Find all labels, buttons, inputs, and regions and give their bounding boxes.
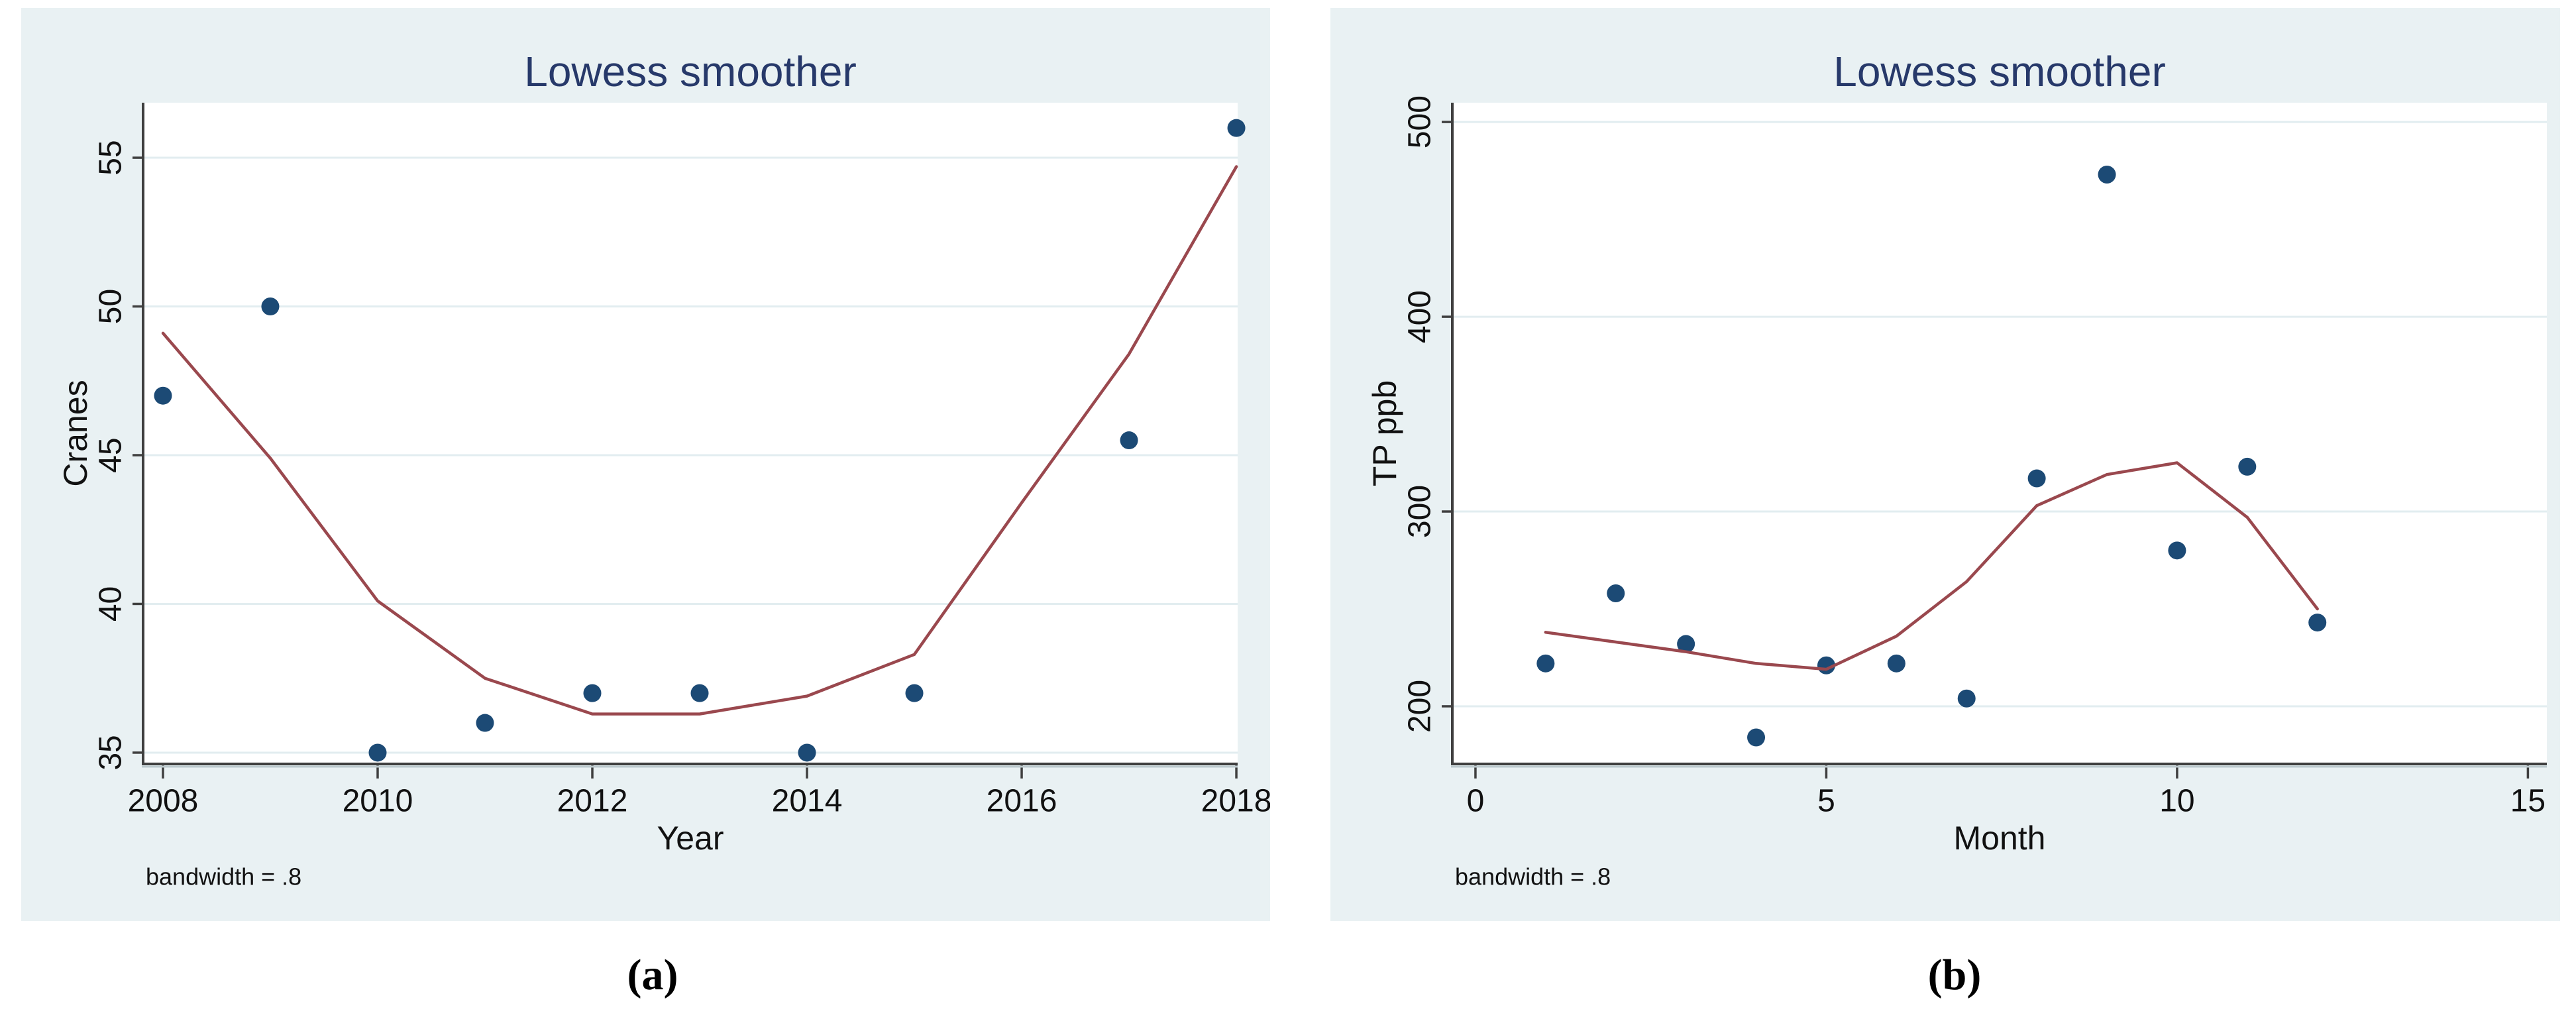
scatter-point: [798, 743, 816, 762]
scatter-point: [154, 386, 172, 405]
scatter-point: [476, 714, 494, 732]
scatter-point: [2168, 541, 2186, 560]
y-tick-label: 200: [1403, 680, 1438, 733]
scatter-point: [1957, 689, 1976, 708]
scatter-point: [1887, 654, 1905, 673]
x-tick-label: 5: [1817, 784, 1835, 819]
y-tick-label: 40: [93, 586, 129, 621]
scatter-point: [2238, 457, 2257, 476]
plot-area: [1452, 103, 2547, 764]
x-axis-title: Year: [657, 820, 724, 857]
caption-b: (b): [1927, 951, 1982, 999]
scatter-point: [905, 684, 924, 702]
x-tick-label: 2010: [343, 784, 413, 819]
chart-b-lowess-tp: 200 300 400 500 0 5 10 15 Lowess smoother TP ppb M…: [1366, 48, 2547, 890]
x-axis-title: Month: [1954, 820, 2046, 857]
bandwidth-note: bandwidth = .8: [1455, 863, 1611, 890]
x-tick-label: 0: [1467, 784, 1485, 819]
scatter-point: [261, 297, 280, 316]
x-tick-label: 2018: [1201, 784, 1270, 819]
scatter-point: [1747, 728, 1766, 747]
scatter-point: [2308, 614, 2327, 632]
scatter-point: [368, 743, 387, 762]
scatter-point: [583, 684, 602, 702]
chart-title: Lowess smoother: [524, 48, 857, 95]
y-tick-label: 500: [1403, 95, 1438, 148]
panel-b: 200 300 400 500 0 5 10 15 Lowess smoother TP ppb M…: [1330, 8, 2560, 921]
scatter-point: [2027, 469, 2046, 488]
x-tick-label: 2016: [987, 784, 1057, 819]
scatter-point: [1536, 654, 1555, 673]
x-tick-label: 10: [2159, 784, 2194, 819]
y-tick-label: 50: [93, 289, 129, 324]
scatter-series: [1536, 165, 2327, 747]
scatter-series: [154, 119, 1246, 762]
scatter-point: [1607, 584, 1625, 602]
panel-a: 35 40 45 50 55 2008 2010 2012 2014 2016 2018 Lowess…: [21, 8, 1270, 921]
scatter-point: [1120, 431, 1138, 450]
scatter-point: [2098, 165, 2116, 184]
bandwidth-note: bandwidth = .8: [146, 863, 301, 890]
y-tick-label: 55: [93, 140, 129, 175]
plot-area: [143, 103, 1238, 764]
x-tick-label: 2012: [557, 784, 628, 819]
scatter-point: [1677, 635, 1695, 653]
chart-a-lowess-cranes: 35 40 45 50 55 2008 2010 2012 2014 2016 2018 Lowess…: [57, 48, 1270, 890]
scatter-point: [1227, 119, 1246, 137]
lowess-line: [1544, 461, 2319, 671]
y-axis-title: Cranes: [57, 380, 94, 486]
y-tick-label: 400: [1403, 290, 1438, 343]
chart-title: Lowess smoother: [1833, 48, 2166, 95]
lowess-line: [161, 165, 1238, 716]
y-axis-title: TP ppb: [1366, 380, 1403, 486]
scatter-point: [690, 684, 709, 702]
x-tick-label: 2008: [128, 784, 199, 819]
x-tick-label: 15: [2510, 784, 2546, 819]
y-tick-label: 45: [93, 437, 129, 472]
x-tick-label: 2014: [772, 784, 843, 819]
y-tick-label: 35: [93, 735, 129, 770]
y-tick-label: 300: [1403, 485, 1438, 538]
caption-a: (a): [627, 951, 678, 999]
